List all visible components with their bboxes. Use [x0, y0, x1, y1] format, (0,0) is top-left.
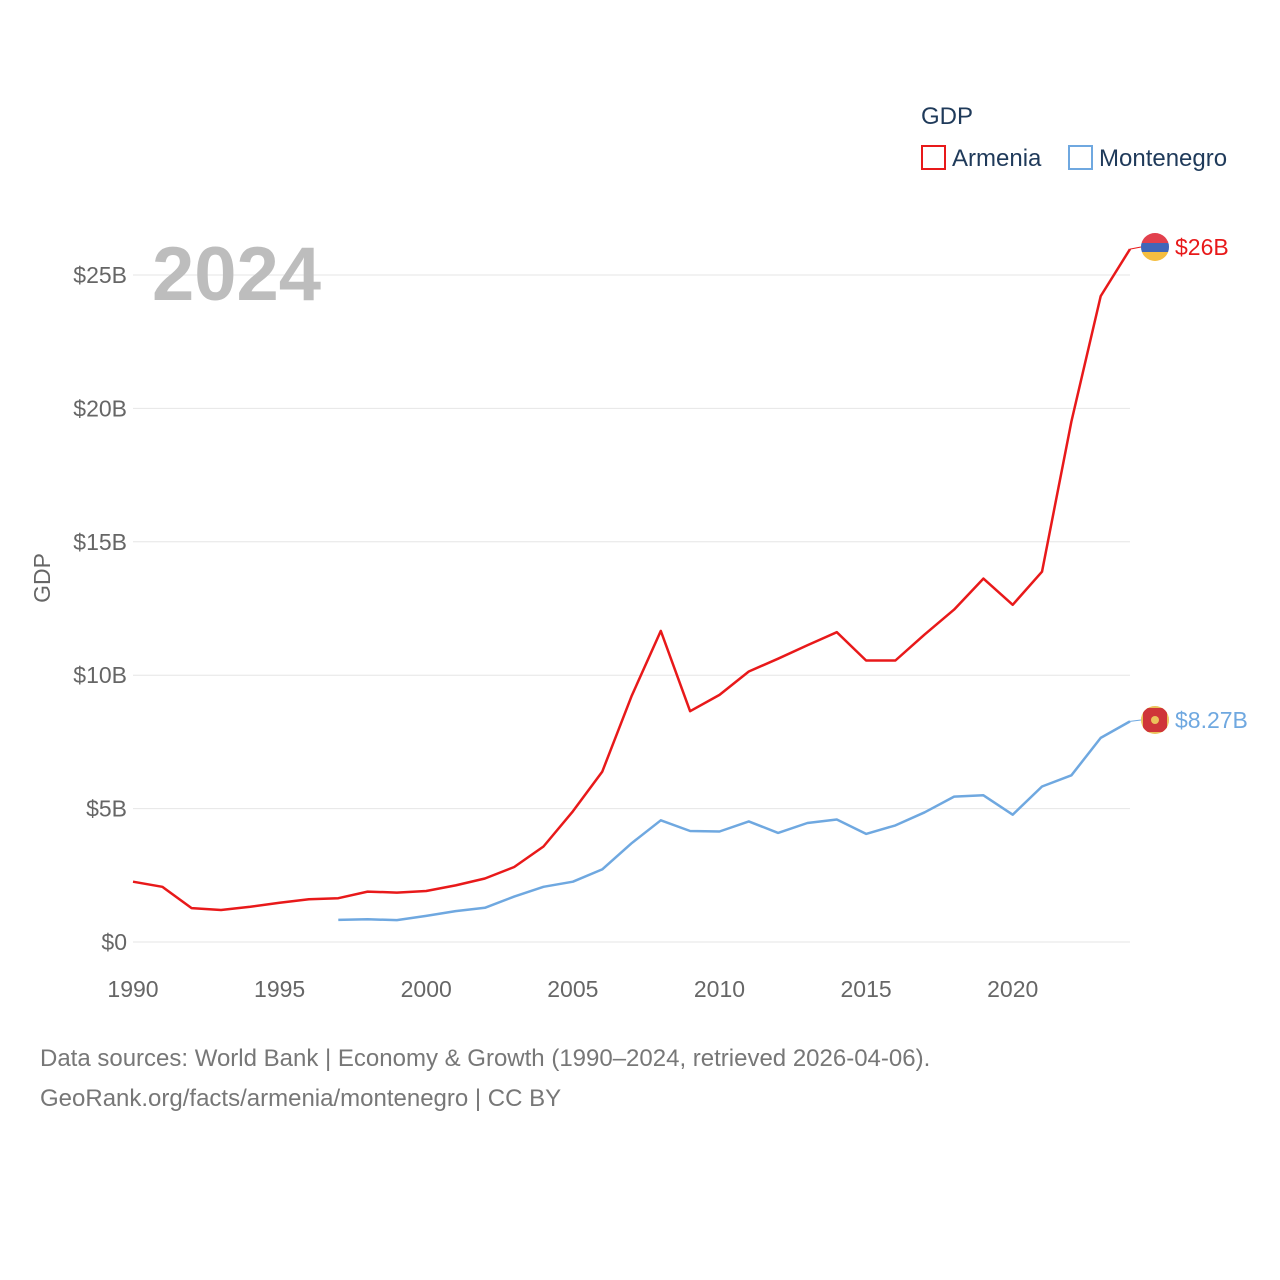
y-tick-label: $15B — [73, 529, 127, 555]
gridlines — [133, 274, 1130, 943]
y-tick-label: $0 — [101, 929, 127, 955]
end-connector-montenegro — [1129, 719, 1142, 722]
series-line-armenia[interactable] — [132, 248, 1132, 912]
x-tick-label: 1990 — [107, 976, 158, 1002]
end-label-montenegro: $8.27B — [1175, 707, 1248, 733]
y-axis-ticks: $0 $5B $10B $15B $20B $25B — [73, 262, 127, 955]
series-line-montenegro[interactable] — [338, 720, 1131, 922]
y-tick-label: $5B — [86, 796, 127, 822]
legend-item-montenegro[interactable]: Montenegro — [1068, 145, 1227, 172]
footer-link[interactable]: GeoRank.org/facts/armenia/montenegro | C… — [40, 1085, 562, 1112]
end-connector-armenia — [1129, 246, 1142, 250]
armenia-flag-icon — [1141, 233, 1169, 261]
legend-swatch-montenegro — [1068, 145, 1093, 170]
y-tick-label: $20B — [73, 395, 127, 421]
montenegro-flag-icon — [1141, 706, 1169, 734]
legend: GDP Armenia Montenegro — [921, 103, 1227, 172]
gdp-line-chart: $0 $5B $10B $15B $20B $25B 1990 1995 2000 2005 20… — [29, 103, 1248, 1002]
legend-swatch-armenia — [921, 145, 946, 170]
x-tick-label: 2015 — [841, 976, 892, 1002]
x-tick-label: 2010 — [694, 976, 745, 1002]
x-tick-label: 2020 — [987, 976, 1038, 1002]
x-tick-label: 2000 — [401, 976, 452, 1002]
legend-label-armenia: Armenia — [952, 145, 1042, 172]
x-axis-ticks: 1990 1995 2000 2005 2010 2015 2020 — [107, 976, 1038, 1002]
year-overlay: 2024 — [152, 232, 321, 317]
legend-label-montenegro: Montenegro — [1099, 145, 1227, 172]
legend-item-armenia[interactable]: Armenia — [921, 145, 1042, 172]
y-tick-label: $10B — [73, 662, 127, 688]
footer-sources: Data sources: World Bank | Economy & Gro… — [40, 1045, 931, 1072]
x-tick-label: 1995 — [254, 976, 305, 1002]
y-tick-label: $25B — [73, 262, 127, 288]
series-lines — [132, 246, 1142, 922]
y-axis-label: GDP — [29, 553, 55, 603]
end-label-armenia: $26B — [1175, 234, 1229, 260]
legend-title: GDP — [921, 103, 973, 130]
x-tick-label: 2005 — [547, 976, 598, 1002]
